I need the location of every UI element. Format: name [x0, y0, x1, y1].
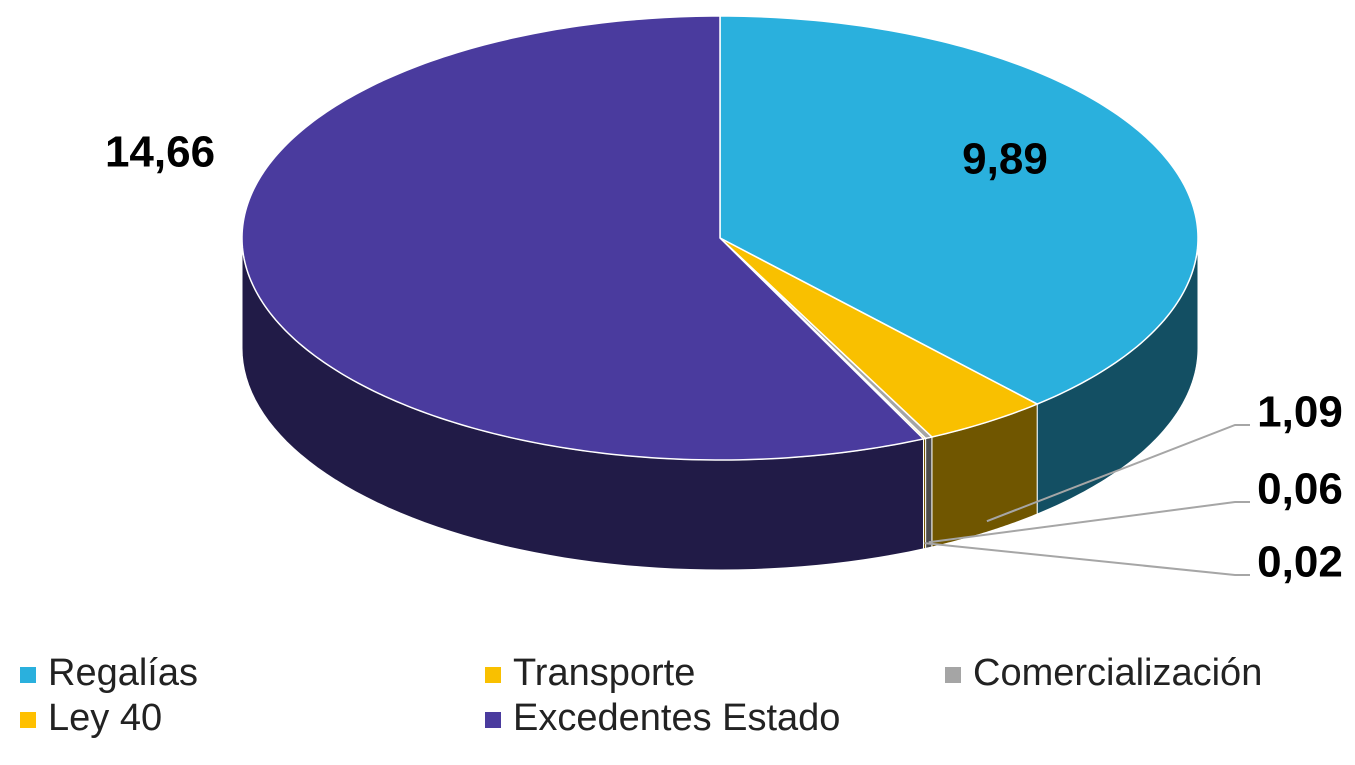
- legend-label: Comercialización: [973, 652, 1262, 694]
- legend-label: Transporte: [513, 652, 695, 694]
- pie-slice: [719, 15, 1199, 405]
- data-label: 14,66: [105, 128, 215, 177]
- legend-label: Ley 40: [48, 697, 162, 739]
- leader-line: [924, 542, 1250, 576]
- data-label: 9,89: [962, 135, 1048, 184]
- legend-swatch: [20, 712, 36, 728]
- legend-swatch: [485, 667, 501, 683]
- data-label: 1,09: [1257, 388, 1343, 437]
- legend-swatch: [20, 667, 36, 683]
- legend-label: Regalías: [48, 652, 198, 694]
- data-label: 0,06: [1257, 465, 1343, 514]
- leader-line: [928, 501, 1250, 544]
- legend-swatch: [945, 667, 961, 683]
- data-label: 0,02: [1257, 538, 1343, 587]
- pie-side: [925, 436, 933, 550]
- legend-label: Excedentes Estado: [513, 697, 840, 739]
- pie-slice: [719, 237, 1039, 438]
- leader-line: [986, 424, 1250, 523]
- pie-slice: [241, 15, 925, 461]
- legend-swatch: [485, 712, 501, 728]
